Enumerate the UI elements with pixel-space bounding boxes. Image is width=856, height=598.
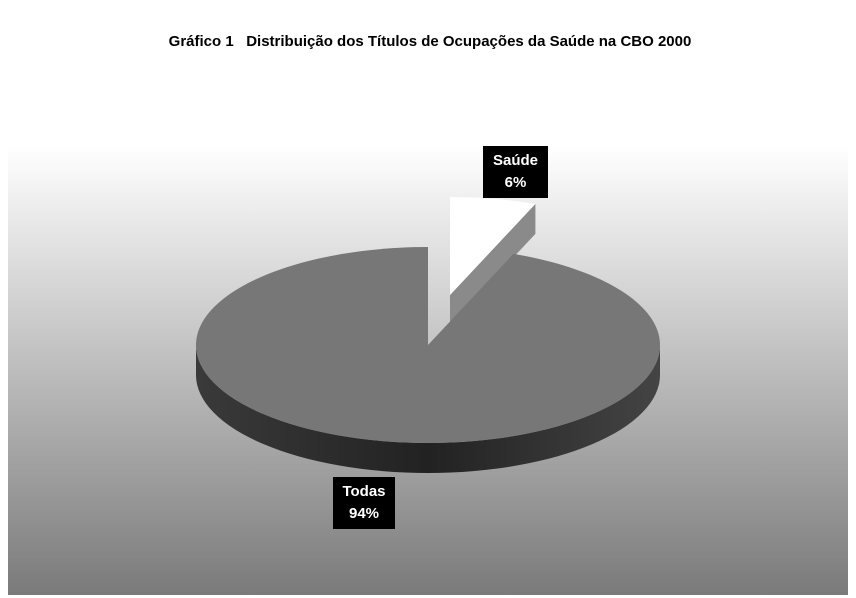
chart-title: Gráfico 1 Distribuição dos Títulos de Oc… <box>169 33 692 50</box>
label-box <box>333 477 395 529</box>
value-label: 94% <box>349 505 379 522</box>
value-label: 6% <box>505 174 527 191</box>
pie-slice <box>450 197 536 295</box>
category-label: Saúde <box>493 152 538 169</box>
pie-side <box>196 345 660 473</box>
category-label: Todas <box>342 483 385 500</box>
slice-face <box>450 203 536 325</box>
pie-slice <box>196 247 661 443</box>
label-box <box>483 146 548 198</box>
